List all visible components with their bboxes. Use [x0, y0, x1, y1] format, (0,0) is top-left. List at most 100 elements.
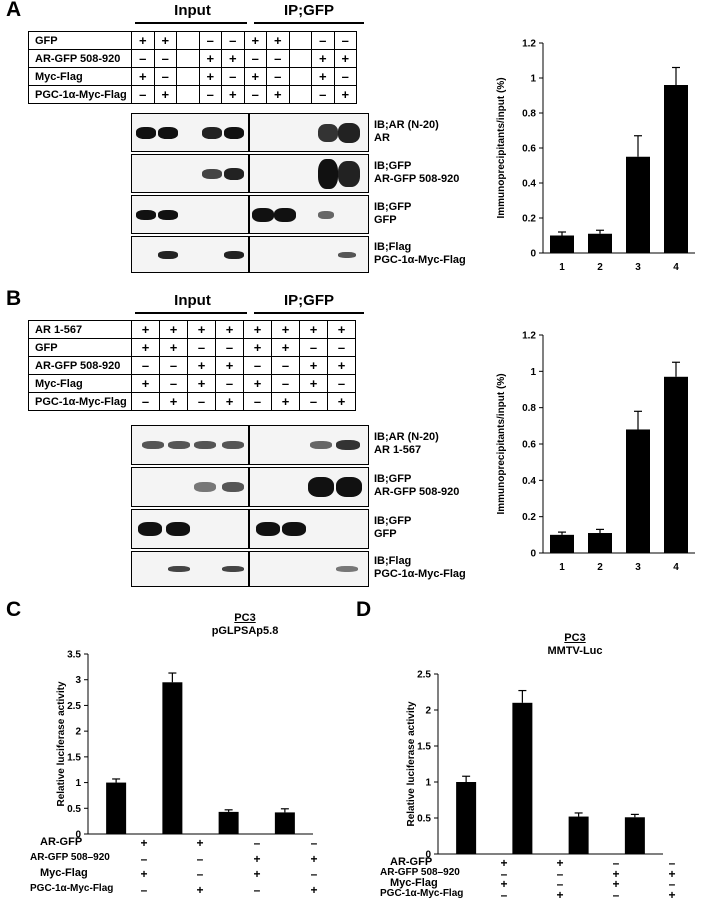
- condition-label: PGC-1α-Myc-Flag: [28, 392, 132, 411]
- blot-label-protein: GFP: [374, 213, 397, 226]
- bar: [550, 235, 574, 253]
- condition-cell: +: [271, 392, 300, 411]
- condition-sign: –: [310, 836, 318, 850]
- condition-sign: +: [140, 836, 148, 850]
- y-tick-label: 0: [530, 249, 536, 260]
- blot-divider: [248, 426, 250, 464]
- x-tick-label: 1: [559, 562, 565, 570]
- y-axis-label: Relative luciferase activity: [406, 701, 417, 827]
- blot-band: [222, 482, 244, 492]
- blot-band: [138, 522, 162, 536]
- blot-band: [336, 477, 362, 497]
- condition-sign: –: [668, 877, 676, 891]
- condition-row: Myc-Flag + – + – + – + –: [28, 374, 356, 393]
- condition-sign: +: [556, 856, 564, 870]
- condition-row: AR-GFP 508–920 – – + +: [380, 867, 680, 882]
- condition-cell: +: [299, 356, 328, 375]
- condition-cell: +: [327, 356, 356, 375]
- condition-cell: +: [153, 85, 177, 104]
- condition-row: AR 1-567 + + + + + + + +: [28, 320, 356, 339]
- bar: [274, 812, 295, 834]
- condition-label: GFP: [28, 31, 132, 50]
- input-header-b: Input: [174, 292, 211, 309]
- bar: [550, 534, 574, 553]
- blot-divider: [248, 114, 250, 151]
- blot-band: [338, 160, 360, 187]
- condition-cell: –: [333, 67, 357, 86]
- condition-cell: +: [198, 67, 222, 86]
- y-tick-label: 0.4: [522, 179, 536, 190]
- y-tick-label: 0: [530, 549, 536, 560]
- x-tick-label: 4: [673, 262, 679, 273]
- condition-row: PGC-1α-Myc-Flag – + – + – + – +: [28, 85, 357, 104]
- blot-band: [318, 158, 338, 189]
- blot-band: [308, 477, 334, 497]
- condition-cell: +: [271, 338, 300, 357]
- condition-sign: +: [612, 866, 620, 881]
- condition-sign: +: [668, 866, 676, 881]
- condition-cell: +: [243, 338, 272, 357]
- condition-row: AR-GFP + + – –: [380, 856, 680, 871]
- blot-label: IB;Flag PGC-1α-Myc-Flag: [374, 555, 466, 581]
- condition-cell: +: [131, 338, 160, 357]
- condition-cell: +: [327, 392, 356, 411]
- blot-label: IB;GFP GFP: [374, 515, 411, 541]
- condition-cell: –: [311, 31, 335, 50]
- condition-table-b: AR 1-567 + + + + + + + + GFP + + – – + + – – AR-GFP 508-92…: [28, 320, 356, 411]
- condition-label: PGC-1α-Myc-Flag: [380, 887, 464, 899]
- condition-cell: –: [187, 338, 216, 357]
- condition-cell: [176, 67, 200, 86]
- conditions-d: AR-GFP + + – – AR-GFP 508–920– – + + Myc-Flag + – + –…: [380, 856, 680, 902]
- blot-label-protein: AR: [374, 131, 390, 144]
- condition-cell: +: [159, 392, 188, 411]
- ip-underline-b: [254, 312, 364, 314]
- condition-cell: [176, 31, 200, 50]
- y-axis-label: Immunoprecipitants/input (%): [496, 77, 507, 218]
- condition-label: GFP: [28, 338, 132, 357]
- blot-strip: [131, 113, 369, 152]
- condition-cell: [288, 67, 312, 86]
- condition-sign: +: [196, 882, 204, 897]
- blot-band: [252, 207, 274, 222]
- y-tick-label: 0.2: [522, 512, 536, 523]
- condition-cell: +: [327, 320, 356, 339]
- bar: [106, 782, 127, 834]
- condition-cell: +: [131, 67, 155, 86]
- condition-sign: +: [253, 851, 261, 866]
- condition-cell: –: [243, 392, 272, 411]
- condition-row: GFP + + – – + + – –: [28, 338, 356, 357]
- condition-cell: +: [131, 320, 160, 339]
- condition-row: PGC-1α-Myc-Flag – + – + – + – +: [28, 392, 356, 411]
- blot-label: IB;AR (N-20) AR: [374, 119, 439, 145]
- condition-cell: –: [327, 374, 356, 393]
- condition-row: AR-GFP + + – –: [30, 836, 330, 851]
- blot-band: [338, 122, 360, 143]
- bar: [512, 702, 533, 854]
- condition-cell: +: [243, 374, 272, 393]
- condition-cell: +: [243, 320, 272, 339]
- blot-band: [202, 126, 222, 139]
- condition-cell: –: [243, 85, 267, 104]
- panel-letter-a: A: [6, 0, 22, 21]
- blot-band: [274, 207, 296, 222]
- condition-cell: –: [243, 356, 272, 375]
- y-tick-label: 0.2: [522, 214, 536, 225]
- condition-label: AR-GFP 508–920: [380, 866, 460, 878]
- condition-sign: +: [668, 887, 676, 902]
- condition-cell: –: [333, 31, 357, 50]
- condition-sign: +: [500, 877, 508, 891]
- condition-cell: +: [299, 374, 328, 393]
- condition-cell: +: [187, 320, 216, 339]
- condition-cell: –: [131, 85, 155, 104]
- condition-cell: +: [333, 49, 357, 68]
- bar: [568, 816, 589, 854]
- chart-c: 0 0.5 1 1.5 2 2.5 3 3.5 Relative luciferase acti…: [56, 650, 313, 840]
- y-tick-label: 2: [75, 727, 81, 738]
- blot-label-antibody: IB;GFP: [374, 159, 412, 172]
- x-tick-label: 3: [635, 262, 641, 273]
- condition-label: Myc-Flag: [390, 877, 438, 889]
- blot-label: IB;GFP GFP: [374, 201, 411, 227]
- y-tick-label: 0.8: [522, 403, 536, 414]
- bar: [588, 233, 612, 253]
- condition-cell: +: [131, 374, 160, 393]
